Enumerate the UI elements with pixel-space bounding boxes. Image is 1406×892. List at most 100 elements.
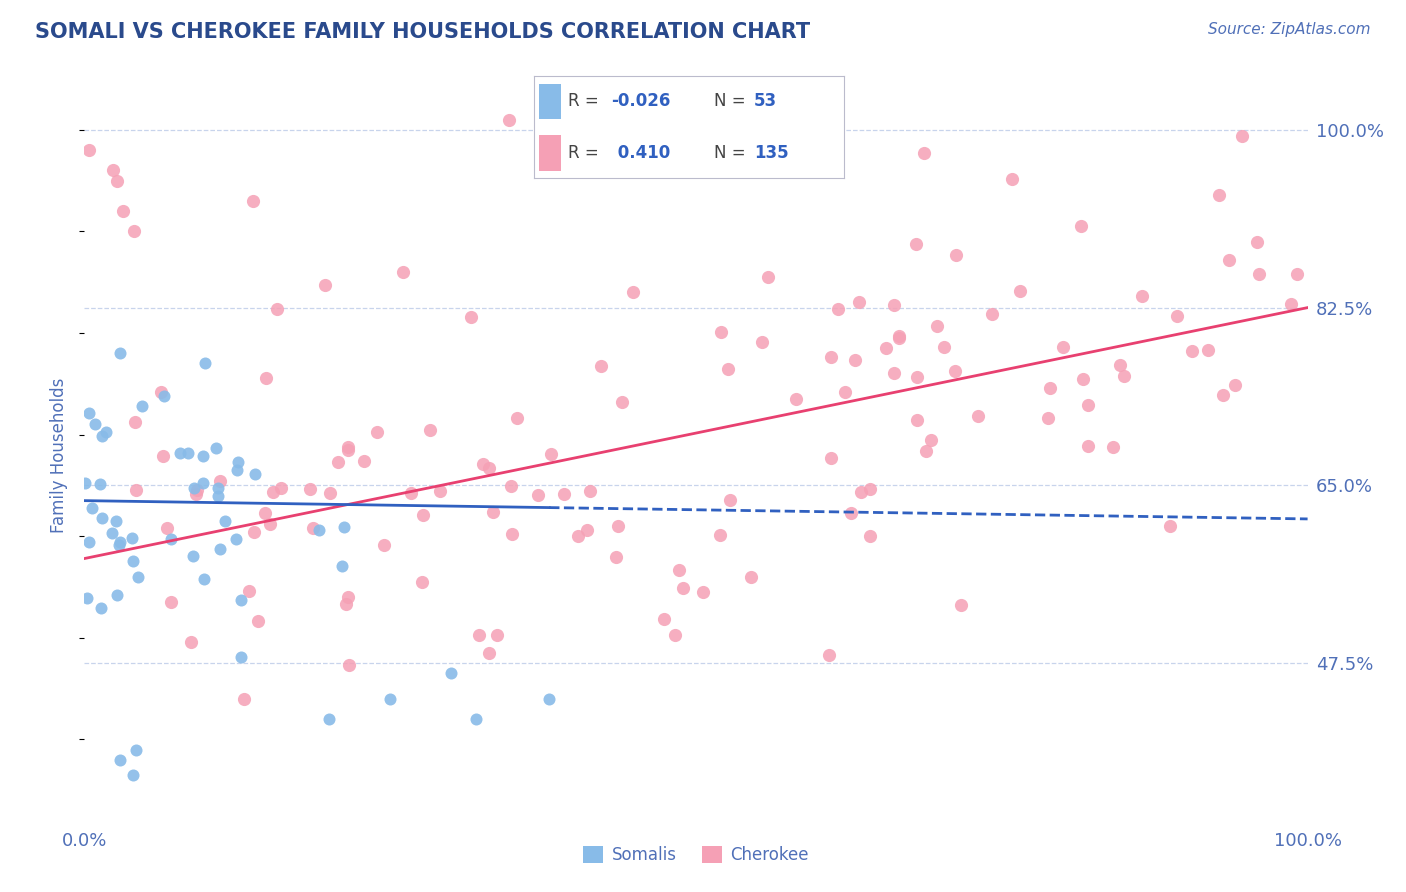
- Point: [1212, 387, 1234, 401]
- Point: [1008, 284, 1031, 298]
- Point: [664, 627, 686, 641]
- Point: [785, 392, 807, 407]
- Point: [440, 666, 463, 681]
- Point: [108, 753, 131, 767]
- Point: [84, 417, 107, 432]
- Point: [889, 329, 911, 343]
- Point: [883, 298, 905, 312]
- Point: [270, 481, 292, 495]
- Point: [193, 573, 215, 587]
- Point: [1130, 289, 1153, 303]
- Point: [485, 628, 508, 642]
- Point: [332, 520, 354, 534]
- Point: [76, 591, 98, 605]
- Point: [839, 507, 862, 521]
- Point: [875, 341, 897, 355]
- Point: [478, 647, 501, 661]
- Point: [820, 450, 842, 465]
- Point: [591, 359, 613, 373]
- Point: [105, 588, 128, 602]
- Point: [302, 520, 325, 534]
- Point: [226, 455, 249, 469]
- Point: [1218, 252, 1240, 267]
- Point: [107, 174, 129, 188]
- Text: N =: N =: [714, 144, 745, 161]
- Point: [319, 485, 342, 500]
- Point: [259, 516, 281, 531]
- Point: [225, 532, 247, 546]
- Point: [905, 370, 928, 384]
- Point: [1077, 439, 1099, 453]
- Point: [253, 507, 276, 521]
- Point: [105, 514, 128, 528]
- Point: [131, 399, 153, 413]
- Point: [254, 371, 277, 385]
- Point: [208, 474, 231, 488]
- Text: 135: 135: [754, 144, 789, 161]
- Point: [482, 505, 505, 519]
- Point: [90, 601, 112, 615]
- Point: [207, 489, 229, 503]
- Point: [231, 593, 253, 607]
- Point: [77, 534, 100, 549]
- Point: [238, 584, 260, 599]
- Point: [607, 519, 630, 533]
- Point: [101, 163, 124, 178]
- Point: [621, 285, 644, 300]
- Point: [1071, 371, 1094, 385]
- Point: [672, 581, 695, 595]
- Point: [392, 265, 415, 279]
- Point: [124, 415, 146, 429]
- Point: [460, 310, 482, 324]
- Point: [186, 483, 208, 498]
- Point: [125, 742, 148, 756]
- Point: [751, 334, 773, 349]
- Point: [1001, 171, 1024, 186]
- Point: [668, 562, 690, 576]
- Point: [478, 461, 501, 475]
- Point: [1181, 343, 1204, 358]
- Point: [373, 539, 395, 553]
- Point: [214, 514, 236, 528]
- Point: [950, 598, 973, 612]
- Point: [612, 394, 634, 409]
- Point: [108, 346, 131, 360]
- Point: [859, 482, 882, 496]
- Bar: [538, 84, 561, 120]
- Point: [553, 487, 575, 501]
- Point: [652, 612, 675, 626]
- Point: [472, 457, 495, 471]
- Point: [152, 449, 174, 463]
- Point: [207, 482, 229, 496]
- Point: [366, 425, 388, 439]
- Point: [160, 595, 183, 609]
- Point: [177, 446, 200, 460]
- Point: [411, 575, 433, 590]
- Point: [94, 425, 117, 440]
- Point: [1114, 368, 1136, 383]
- Point: [353, 454, 375, 468]
- Point: [709, 528, 731, 542]
- Point: [692, 585, 714, 599]
- Point: [108, 538, 131, 552]
- Point: [298, 482, 321, 496]
- Bar: [538, 135, 561, 170]
- Point: [429, 484, 451, 499]
- Point: [89, 477, 111, 491]
- Point: [91, 429, 114, 443]
- Point: [934, 340, 956, 354]
- Point: [308, 523, 330, 537]
- Point: [337, 443, 360, 458]
- Point: [122, 768, 145, 782]
- Point: [209, 541, 232, 556]
- Point: [526, 488, 548, 502]
- Point: [330, 558, 353, 573]
- Point: [337, 590, 360, 604]
- Point: [818, 648, 841, 662]
- Text: R =: R =: [568, 144, 599, 161]
- Point: [380, 691, 402, 706]
- Point: [266, 301, 288, 316]
- Point: [1070, 219, 1092, 233]
- Point: [326, 455, 349, 469]
- Text: N =: N =: [714, 93, 745, 111]
